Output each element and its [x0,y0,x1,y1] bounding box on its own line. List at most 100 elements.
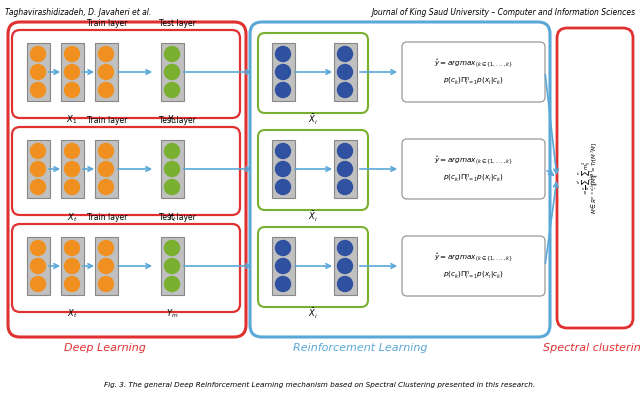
FancyBboxPatch shape [402,139,545,199]
FancyBboxPatch shape [402,236,545,296]
Circle shape [99,162,113,177]
Text: $= \frac{n}{d}\sum_{j=1}^{d}\sum_{i=1}^{n} m_{ij}^2$: $= \frac{n}{d}\sum_{j=1}^{d}\sum_{i=1}^{… [576,160,598,196]
Text: Test layer: Test layer [159,116,195,125]
Bar [61,43,83,101]
Bar [26,43,49,101]
Circle shape [99,47,113,62]
Text: $\hat{y} = argmax_{(k\in\{1,...,k\}}$: $\hat{y} = argmax_{(k\in\{1,...,k\}}$ [434,58,513,70]
Text: $Y_m$: $Y_m$ [166,308,178,320]
Circle shape [31,47,45,62]
Bar [271,237,294,295]
Circle shape [275,47,291,62]
Bar [95,43,118,101]
Circle shape [99,258,113,273]
Circle shape [337,47,353,62]
Bar [333,43,356,101]
FancyBboxPatch shape [12,30,240,118]
Circle shape [31,143,45,158]
Circle shape [337,179,353,194]
Circle shape [275,83,291,98]
Circle shape [337,258,353,273]
Circle shape [164,162,179,177]
Text: $\bar{X}_i$: $\bar{X}_i$ [308,307,318,321]
Text: Spectral clustering: Spectral clustering [543,343,640,353]
Circle shape [164,241,179,256]
Circle shape [337,64,353,79]
Circle shape [65,241,79,256]
Circle shape [31,258,45,273]
Bar [271,43,294,101]
Bar [271,140,294,198]
Circle shape [275,258,291,273]
Text: Deep Learning: Deep Learning [64,343,146,353]
Text: Test layer: Test layer [159,19,195,28]
Text: Train layer: Train layer [87,116,127,125]
FancyBboxPatch shape [8,22,246,337]
Bar [26,140,49,198]
Circle shape [164,64,179,79]
Circle shape [65,162,79,177]
FancyBboxPatch shape [557,28,633,328]
FancyBboxPatch shape [250,22,550,337]
Text: $p(c_k)\Pi_{i=1}^n p(x_i|c_k)$: $p(c_k)\Pi_{i=1}^n p(x_i|c_k)$ [443,173,504,185]
Circle shape [31,179,45,194]
Text: Fig. 3. The general Deep Reinforcement Learning mechanism based on Spectral Clus: Fig. 3. The general Deep Reinforcement L… [104,382,536,388]
Text: Taghavirashidizadeh, D. Javaheri et al.: Taghavirashidizadeh, D. Javaheri et al. [5,8,151,17]
Bar [333,140,356,198]
Circle shape [164,143,179,158]
Bar [26,237,49,295]
Bar [333,237,356,295]
Circle shape [275,162,291,177]
Circle shape [31,64,45,79]
Circle shape [275,276,291,292]
Bar [61,237,83,295]
Circle shape [337,83,353,98]
Text: Train layer: Train layer [87,213,127,222]
Circle shape [275,143,291,158]
Circle shape [337,162,353,177]
FancyBboxPatch shape [12,127,240,215]
FancyBboxPatch shape [258,130,368,210]
Bar [161,140,184,198]
Circle shape [65,276,79,292]
Circle shape [337,276,353,292]
Circle shape [99,179,113,194]
Bar [161,237,184,295]
Text: $p(c_k)\Pi_{i=1}^n p(x_i|c_k)$: $p(c_k)\Pi_{i=1}^n p(x_i|c_k)$ [443,76,504,88]
Circle shape [65,64,79,79]
Bar [61,140,83,198]
Circle shape [31,241,45,256]
Text: $Y_t$: $Y_t$ [167,211,177,224]
FancyBboxPatch shape [258,33,368,113]
Text: $X_1$: $X_1$ [67,114,77,126]
Circle shape [99,83,113,98]
Circle shape [275,64,291,79]
Circle shape [65,179,79,194]
Circle shape [99,276,113,292]
FancyBboxPatch shape [12,224,240,312]
Circle shape [65,143,79,158]
Circle shape [65,83,79,98]
Circle shape [65,47,79,62]
Circle shape [337,241,353,256]
Circle shape [164,258,179,273]
Bar [161,43,184,101]
Bar [95,140,118,198]
Circle shape [164,276,179,292]
Text: Test layer: Test layer [159,213,195,222]
Text: Journal of King Saud University – Computer and Information Sciences: Journal of King Saud University – Comput… [371,8,635,17]
Circle shape [99,241,113,256]
Circle shape [275,179,291,194]
Bar [95,237,118,295]
Text: $M \in \mathbb{R}^{n\times d}; \|M\|^2 = Tr[M^T M]$: $M \in \mathbb{R}^{n\times d}; \|M\|^2 =… [590,142,600,214]
Circle shape [31,162,45,177]
Circle shape [99,143,113,158]
Text: $X_t$: $X_t$ [67,211,77,224]
Text: $p(c_k)\Pi_{i=1}^n p(x_i|c_k)$: $p(c_k)\Pi_{i=1}^n p(x_i|c_k)$ [443,270,504,282]
Circle shape [275,241,291,256]
Circle shape [164,179,179,194]
Text: $\hat{y} = argmax_{(k\in\{1,...,k\}}$: $\hat{y} = argmax_{(k\in\{1,...,k\}}$ [434,252,513,264]
Circle shape [164,83,179,98]
Circle shape [65,258,79,273]
Text: $\hat{y} = argmax_{(k\in\{1,...,k\}}$: $\hat{y} = argmax_{(k\in\{1,...,k\}}$ [434,155,513,167]
